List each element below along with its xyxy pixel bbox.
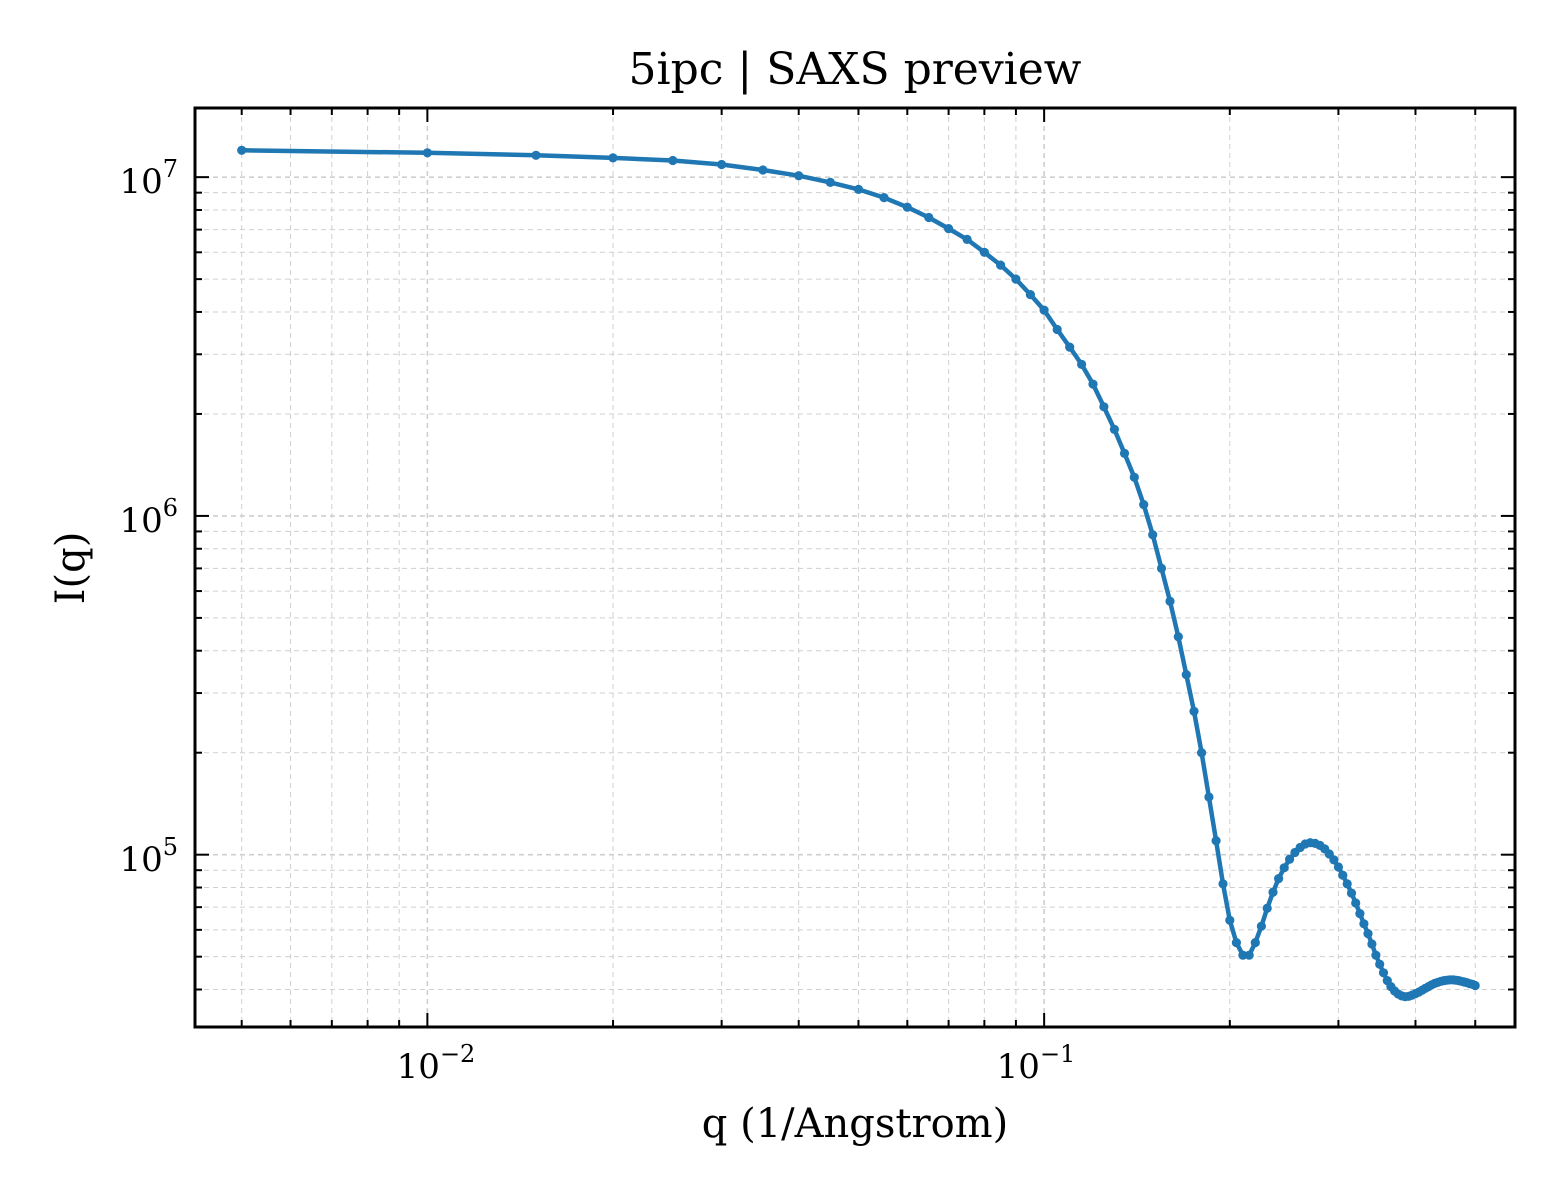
data-point <box>1156 563 1167 574</box>
data-point <box>1285 854 1295 864</box>
data-point <box>902 202 912 212</box>
minor-ticks <box>195 108 1515 1027</box>
data-point <box>1119 448 1130 458</box>
data-point <box>853 184 864 194</box>
data-point <box>1338 870 1348 880</box>
data-point <box>1351 898 1361 908</box>
y-tick-label: 106 <box>119 494 178 541</box>
data-point <box>924 212 934 223</box>
data-point <box>962 234 972 244</box>
data-point <box>996 260 1006 270</box>
data-point <box>1165 596 1175 606</box>
data-point <box>1197 748 1207 758</box>
data-point <box>1039 305 1049 315</box>
data-point <box>758 165 768 175</box>
x-axis-label: q (1/Angstrom) <box>702 1101 1008 1147</box>
data-point <box>1329 855 1339 865</box>
y-axis-label: I(q) <box>48 532 94 605</box>
data-point <box>1333 862 1343 872</box>
data-point <box>608 153 618 163</box>
data-point <box>1129 472 1139 482</box>
data-point <box>879 193 889 203</box>
data-point <box>1011 274 1021 284</box>
data-point <box>1244 950 1254 960</box>
data-point <box>1218 879 1228 889</box>
data-point <box>1367 939 1377 949</box>
plot-frame <box>193 106 1517 1029</box>
data-point <box>531 150 541 160</box>
data-point <box>1211 836 1221 846</box>
data-point <box>1077 359 1087 369</box>
data-point <box>1355 909 1365 919</box>
data-point <box>1378 968 1389 978</box>
data-point <box>1262 903 1272 913</box>
data-point <box>794 171 804 181</box>
data-point <box>979 247 990 257</box>
chart-title: 5ipc | SAXS preview <box>629 44 1082 95</box>
series-line <box>241 148 1477 999</box>
data-point <box>1181 670 1191 680</box>
data-point <box>668 155 678 166</box>
data-point <box>825 177 835 187</box>
data-point <box>1359 919 1369 929</box>
data-point <box>1238 950 1248 960</box>
data-point <box>1256 921 1266 931</box>
y-tick-label: 107 <box>119 155 178 202</box>
data-point <box>1375 959 1385 969</box>
data-point <box>944 224 954 234</box>
major-ticks <box>195 108 1515 1027</box>
data-point <box>1204 792 1214 802</box>
data-point <box>422 148 432 158</box>
data-point <box>1065 342 1075 352</box>
data-point <box>1470 980 1480 991</box>
data-point <box>1088 379 1098 389</box>
data-point <box>1148 530 1158 540</box>
data-point <box>1025 290 1035 300</box>
data-point <box>1346 888 1357 898</box>
data-point <box>1099 402 1109 412</box>
data-point <box>1279 863 1289 873</box>
data-point <box>1274 874 1284 884</box>
data-point <box>1250 938 1260 948</box>
data-point <box>237 145 247 155</box>
data-point <box>1371 950 1381 960</box>
data-point <box>1109 424 1119 434</box>
series-layer <box>237 145 1480 1002</box>
data-point <box>1342 879 1352 889</box>
x-tick-label: 10−1 <box>997 1040 1076 1087</box>
y-tick-label: 105 <box>119 833 178 880</box>
data-point <box>1231 938 1241 948</box>
data-point <box>1173 632 1183 642</box>
data-point <box>717 159 727 170</box>
data-point <box>1225 915 1235 925</box>
data-point <box>1268 887 1278 897</box>
data-point <box>1052 324 1062 335</box>
data-point <box>1363 929 1373 939</box>
grid <box>195 108 1515 1027</box>
data-point <box>1189 706 1199 716</box>
x-tick-label: 10−2 <box>397 1040 476 1087</box>
data-point <box>1139 500 1149 510</box>
